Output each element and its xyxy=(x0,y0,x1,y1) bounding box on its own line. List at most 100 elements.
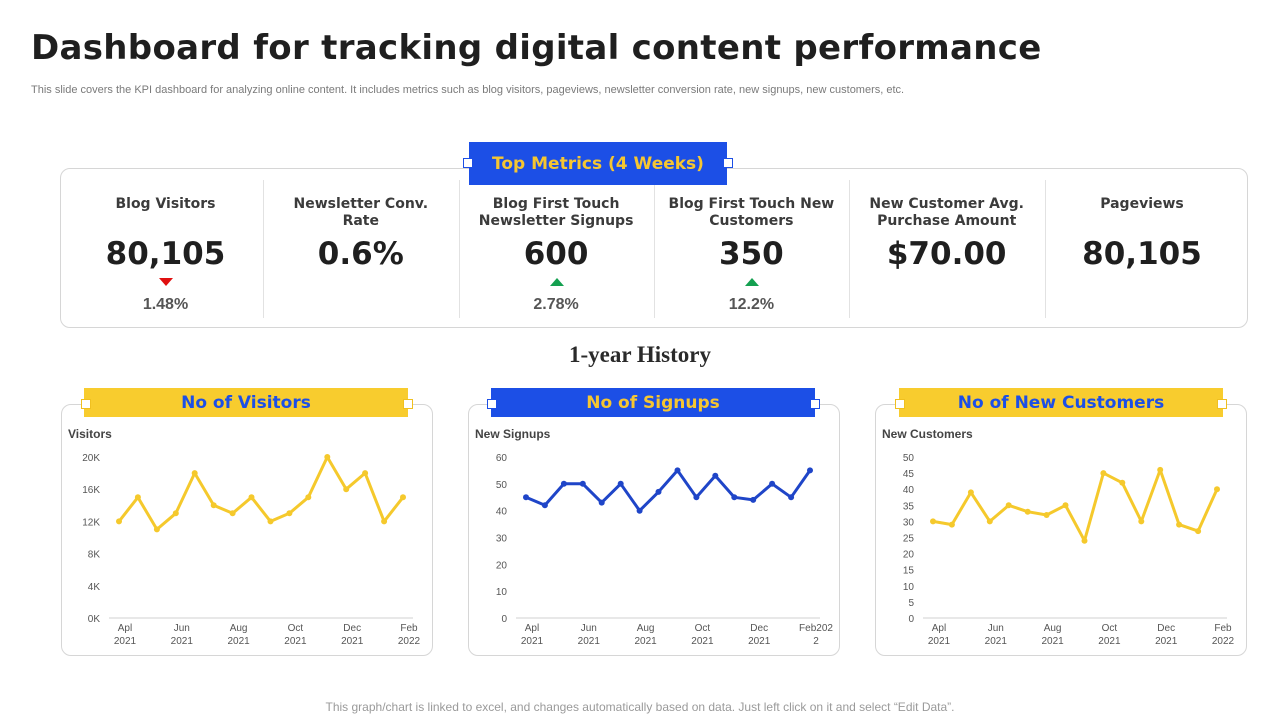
signups-line-chart[interactable]: New Signups 0 10 20 30 40 50 60 Apl 2021 Jun 2021 Au… xyxy=(468,424,840,656)
metric-card: Newsletter Conv. Rate 0.6% xyxy=(263,178,458,318)
selection-handle[interactable] xyxy=(810,399,820,409)
y-tick-label: 0 xyxy=(908,614,914,625)
metric-card: Blog First Touch Newsletter Signups 600 2.… xyxy=(459,178,654,318)
y-tick-label: 10 xyxy=(903,582,915,593)
y-axis-title: New Signups xyxy=(475,427,551,441)
page-title: Dashboard for tracking digital content p… xyxy=(31,28,1042,68)
x-tick-label: 2021 xyxy=(341,636,364,647)
y-tick-label: 30 xyxy=(903,517,915,528)
metric-divider xyxy=(458,180,460,318)
x-tick-label: Oct xyxy=(288,623,304,634)
data-point xyxy=(693,494,700,501)
x-tick-label: Jun xyxy=(174,623,190,634)
trend-up-icon xyxy=(549,278,564,286)
page-subtitle: This slide covers the KPI dashboard for … xyxy=(31,84,905,96)
y-tick-label: 45 xyxy=(903,469,915,480)
data-point xyxy=(1176,521,1183,528)
y-tick-label: 4K xyxy=(88,582,101,593)
visitors-chart-title: No of Visitors xyxy=(84,388,408,417)
selection-handle[interactable] xyxy=(81,399,91,409)
data-point xyxy=(750,496,757,503)
x-tick-label: 2021 xyxy=(634,636,657,647)
data-point xyxy=(381,518,388,525)
x-tick-label: 2021 xyxy=(578,636,601,647)
visitors-line-chart[interactable]: Visitors 0K 4K 8K 12K 16K 20K Apl 2021 Jun 2021 Aug… xyxy=(61,424,433,656)
x-tick-label: 2021 xyxy=(691,636,714,647)
x-tick-label: 2021 xyxy=(928,636,951,647)
data-point xyxy=(674,467,681,474)
data-point xyxy=(1024,508,1031,515)
data-point xyxy=(229,510,236,517)
x-tick-label: Feb202 xyxy=(799,623,833,634)
data-point xyxy=(769,480,776,487)
customers-line-chart[interactable]: New Customers 0 5 10 15 20 25 30 35 40 45 50 Apl 2021… xyxy=(875,424,1247,656)
x-tick-label: Apl xyxy=(118,623,132,634)
data-point xyxy=(788,494,795,501)
data-point xyxy=(967,489,974,496)
metric-change: 2.78% xyxy=(533,296,579,313)
x-tick-label: 2022 xyxy=(398,636,421,647)
y-tick-label: 0K xyxy=(88,614,101,625)
x-tick-label: Aug xyxy=(1044,623,1062,634)
data-point xyxy=(1043,512,1050,518)
metric-value: 600 xyxy=(523,236,589,272)
x-tick-label: Feb xyxy=(1214,623,1232,634)
selection-handle[interactable] xyxy=(487,399,497,409)
metric-card: Blog First Touch New Customers 350 12.2% xyxy=(654,178,849,318)
footer-note: This graph/chart is linked to excel, and… xyxy=(325,700,955,714)
data-point xyxy=(1005,502,1012,509)
x-tick-label: Apl xyxy=(525,623,539,634)
metric-value: 0.6% xyxy=(317,236,404,272)
metric-value: 80,105 xyxy=(105,236,226,272)
data-point xyxy=(598,499,605,506)
x-tick-label: Aug xyxy=(637,623,655,634)
data-point xyxy=(153,526,160,533)
metric-value: $70.00 xyxy=(886,236,1007,272)
metric-label: Blog First Touch New Customers xyxy=(668,196,835,229)
data-point xyxy=(1100,470,1107,477)
x-tick-label: Apl xyxy=(932,623,946,634)
y-tick-label: 0 xyxy=(501,614,507,625)
metric-label: Pageviews xyxy=(1100,196,1184,212)
data-point xyxy=(286,510,293,517)
selection-handle[interactable] xyxy=(1217,399,1227,409)
data-point xyxy=(560,480,567,487)
data-point xyxy=(579,480,586,487)
history-heading: 1-year History xyxy=(568,342,711,367)
data-point xyxy=(324,454,331,460)
y-tick-label: 40 xyxy=(903,485,915,496)
x-tick-label: 2022 xyxy=(1212,636,1235,647)
data-point xyxy=(948,521,955,528)
y-tick-label: 50 xyxy=(496,480,508,491)
metric-divider xyxy=(849,180,851,318)
selection-handle[interactable] xyxy=(723,158,733,168)
data-point xyxy=(523,494,529,501)
x-tick-label: Feb xyxy=(400,623,418,634)
data-point xyxy=(655,488,662,495)
data-point xyxy=(1119,479,1126,486)
y-axis-title: Visitors xyxy=(68,427,112,441)
metric-label: Blog First Touch Newsletter Signups xyxy=(478,196,634,229)
metric-card: New Customer Avg. Purchase Amount $70.00 xyxy=(849,178,1044,318)
metric-divider xyxy=(1044,180,1046,318)
customers-chart-title: No of New Customers xyxy=(899,388,1223,417)
data-point xyxy=(362,470,369,477)
selection-handle[interactable] xyxy=(895,399,905,409)
trend-down-icon xyxy=(159,278,173,286)
x-tick-label: Oct xyxy=(1102,623,1118,634)
metric-label: Newsletter Conv. Rate xyxy=(293,196,429,229)
data-point xyxy=(930,518,936,525)
top-metrics-title: Top Metrics (4 Weeks) xyxy=(469,142,727,185)
y-tick-label: 25 xyxy=(903,534,915,545)
selection-handle[interactable] xyxy=(463,158,473,168)
metric-value: 350 xyxy=(719,236,784,272)
y-axis-title: New Customers xyxy=(882,427,973,441)
y-tick-label: 20 xyxy=(496,560,508,571)
data-point xyxy=(1062,502,1069,509)
x-tick-label: 2021 xyxy=(171,636,194,647)
metric-change: 12.2% xyxy=(728,296,775,313)
metric-divider xyxy=(653,180,655,318)
data-point xyxy=(1157,466,1164,473)
selection-handle[interactable] xyxy=(403,399,413,409)
x-tick-label: Aug xyxy=(230,623,248,634)
